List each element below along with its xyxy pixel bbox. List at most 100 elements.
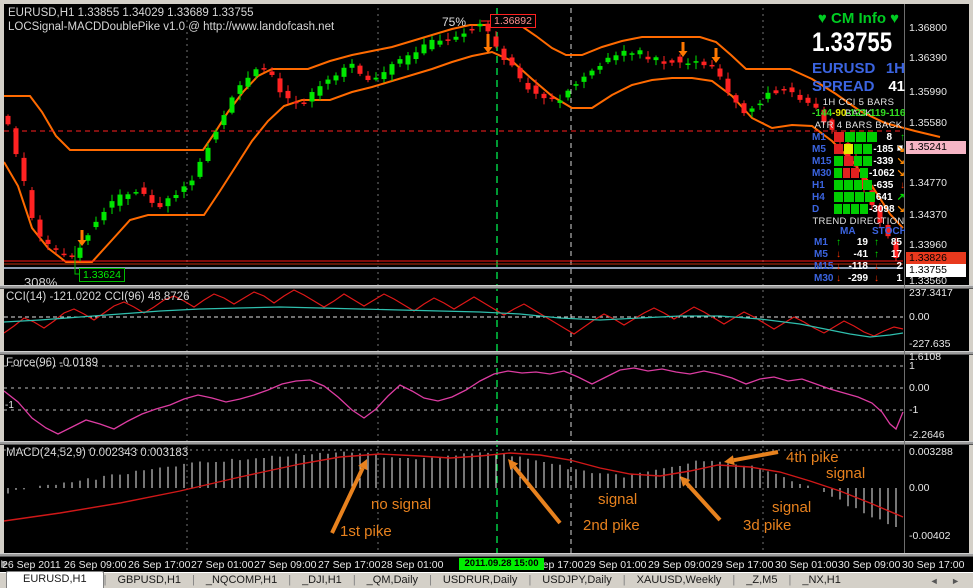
- time-axis-label: 30 Sep 17:00: [902, 559, 965, 571]
- candle-body: [45, 239, 51, 244]
- time-axis-label: 27 Sep 01:00: [191, 559, 254, 571]
- spread-label: SPREAD: [812, 78, 875, 95]
- trend-ma-arrow-icon: ↑: [836, 237, 841, 248]
- atr-strength-cell: [853, 180, 863, 190]
- force-indicator-readout: Force(96) -0.0189: [6, 357, 99, 369]
- tab-scroll-arrows[interactable]: ◄ ►: [929, 576, 965, 586]
- chart-tab-xauusd-weekly[interactable]: XAUUSD,Weekly: [636, 574, 722, 586]
- trend-timeframe: M5: [814, 249, 828, 260]
- candle-body: [197, 161, 203, 177]
- candle-body: [525, 82, 531, 90]
- cci-scale-label: 237.3417: [909, 287, 953, 299]
- tab-divider: |: [429, 574, 432, 586]
- candle-body: [157, 203, 163, 208]
- panel-separator-cci[interactable]: [0, 285, 973, 289]
- candle-body: [653, 57, 659, 61]
- atr-strength-cell: [865, 192, 875, 202]
- chart-tab--z-m5[interactable]: _Z,M5: [746, 574, 778, 586]
- trend-stoch-arrow-icon: ↓: [874, 261, 879, 272]
- chart-tab--qm-daily[interactable]: _QM,Daily: [366, 574, 419, 586]
- candle-body: [413, 52, 419, 60]
- chart-tab--nx-h1[interactable]: _NX,H1: [802, 574, 841, 586]
- chart-tab-usdrur-daily[interactable]: USDRUR,Daily: [442, 574, 518, 586]
- atr-row: H1 -635 ↓: [812, 179, 905, 191]
- candle-body: [253, 69, 259, 77]
- time-axis-label: 27 Sep 17:00: [318, 559, 381, 571]
- time-axis-label: 27 Sep 09:00: [254, 559, 317, 571]
- candle-body: [805, 97, 811, 103]
- tab-divider: |: [352, 574, 356, 586]
- candle-body: [565, 90, 571, 98]
- candle-body: [357, 65, 363, 74]
- alert-price-badge[interactable]: 1.35241: [906, 141, 966, 154]
- candle-body: [317, 86, 323, 96]
- time-axis-label: 28 Sep 01:00: [381, 559, 444, 571]
- candle-body: [549, 97, 555, 100]
- cci-back-value: -144: [812, 108, 833, 119]
- chart-tab-usdjpy-daily[interactable]: USDJPY,Daily: [542, 574, 612, 586]
- spread-row: SPREAD 41: [812, 78, 905, 95]
- cci96-line: [3, 306, 904, 338]
- pike-annotation-arrow: [724, 455, 735, 466]
- candle-body: [325, 79, 331, 84]
- percent-move-label: 308%: [24, 275, 58, 286]
- force-scale-label: 0.00: [909, 382, 930, 394]
- trend-row: M5 ↓ -41 ↑ 17: [812, 249, 905, 261]
- candle-body: [37, 219, 43, 237]
- candle-body: [621, 50, 627, 56]
- candle-body: [61, 253, 67, 256]
- candle-body: [789, 87, 795, 93]
- atr-strength-cell: [853, 156, 863, 166]
- cci-scale-label: 0.00: [909, 311, 930, 323]
- trend-ma-arrow-icon: ↓: [836, 261, 841, 272]
- candle-body: [29, 190, 35, 218]
- macd-annotation: 2nd pike: [583, 517, 640, 534]
- macd-indicator-readout: MACD(24,52,9) 0.002343 0.003183: [6, 447, 189, 459]
- candle-body: [645, 56, 651, 60]
- candle-body: [813, 103, 819, 108]
- candle-body: [861, 170, 867, 190]
- sell-arrow-icon: [483, 47, 493, 53]
- atr-strength-cell: [860, 168, 868, 178]
- candle-body: [677, 56, 683, 63]
- atr-strength-cell: [845, 132, 855, 142]
- chart-canvas[interactable]: [0, 0, 973, 556]
- force-scale-label: -1: [909, 404, 919, 416]
- candle-body: [493, 36, 499, 47]
- trend-stoch-arrow-icon: ↑: [874, 249, 879, 260]
- panel-separator-force[interactable]: [0, 351, 973, 355]
- candle-body: [757, 103, 763, 106]
- low-label-connector: [74, 246, 79, 275]
- candle-body: [53, 248, 59, 250]
- tab-divider: |: [288, 574, 292, 586]
- current-price-readout: 1.33755: [812, 27, 893, 57]
- chart-tab--nqcomp-h1[interactable]: _NQCOMP,H1: [205, 574, 278, 586]
- symbol-row: EURUSD 1H: [812, 60, 905, 77]
- macd-annotation: 4th pike: [786, 449, 839, 466]
- ask-price-badge: 1.33826: [906, 252, 966, 265]
- alert-line-handle[interactable]: [897, 145, 903, 151]
- atr-strength-cell: [863, 180, 873, 190]
- symbol-label: EURUSD: [812, 60, 876, 77]
- trend-section-title: TREND DIRECTION: [812, 216, 905, 227]
- atr-timeframe: M5: [812, 143, 826, 155]
- chart-tab-gbpusd-h1[interactable]: GBPUSD,H1: [117, 574, 182, 586]
- candle-body: [373, 77, 379, 80]
- atr-section-title: ATR 4 BARS BACK: [814, 120, 903, 131]
- price-scale-label: 1.35580: [909, 117, 947, 129]
- high-price-tag[interactable]: 1.36892: [490, 14, 536, 28]
- atr-value: -3098: [868, 203, 895, 215]
- candle-body: [893, 241, 899, 258]
- candle-body: [405, 55, 411, 65]
- macd-annotation: 1st pike: [340, 523, 392, 540]
- low-price-tag[interactable]: 1.33624: [79, 268, 125, 282]
- panel-separator-macd[interactable]: [0, 441, 973, 445]
- chart-tab--dji-h1[interactable]: _DJI,H1: [302, 574, 342, 586]
- pike-annotation-arrow: [358, 459, 368, 471]
- atr-timeframe: M30: [812, 167, 832, 179]
- crosshair-time-badge: 2011.09.28 15:00: [459, 558, 544, 570]
- chart-tab-eurusd-h1[interactable]: EURUSD,H1: [6, 571, 104, 588]
- macd-annotation: signal: [772, 499, 812, 516]
- tab-divider: |: [622, 574, 626, 586]
- time-axis-label: 26 Sep 2011: [2, 559, 61, 571]
